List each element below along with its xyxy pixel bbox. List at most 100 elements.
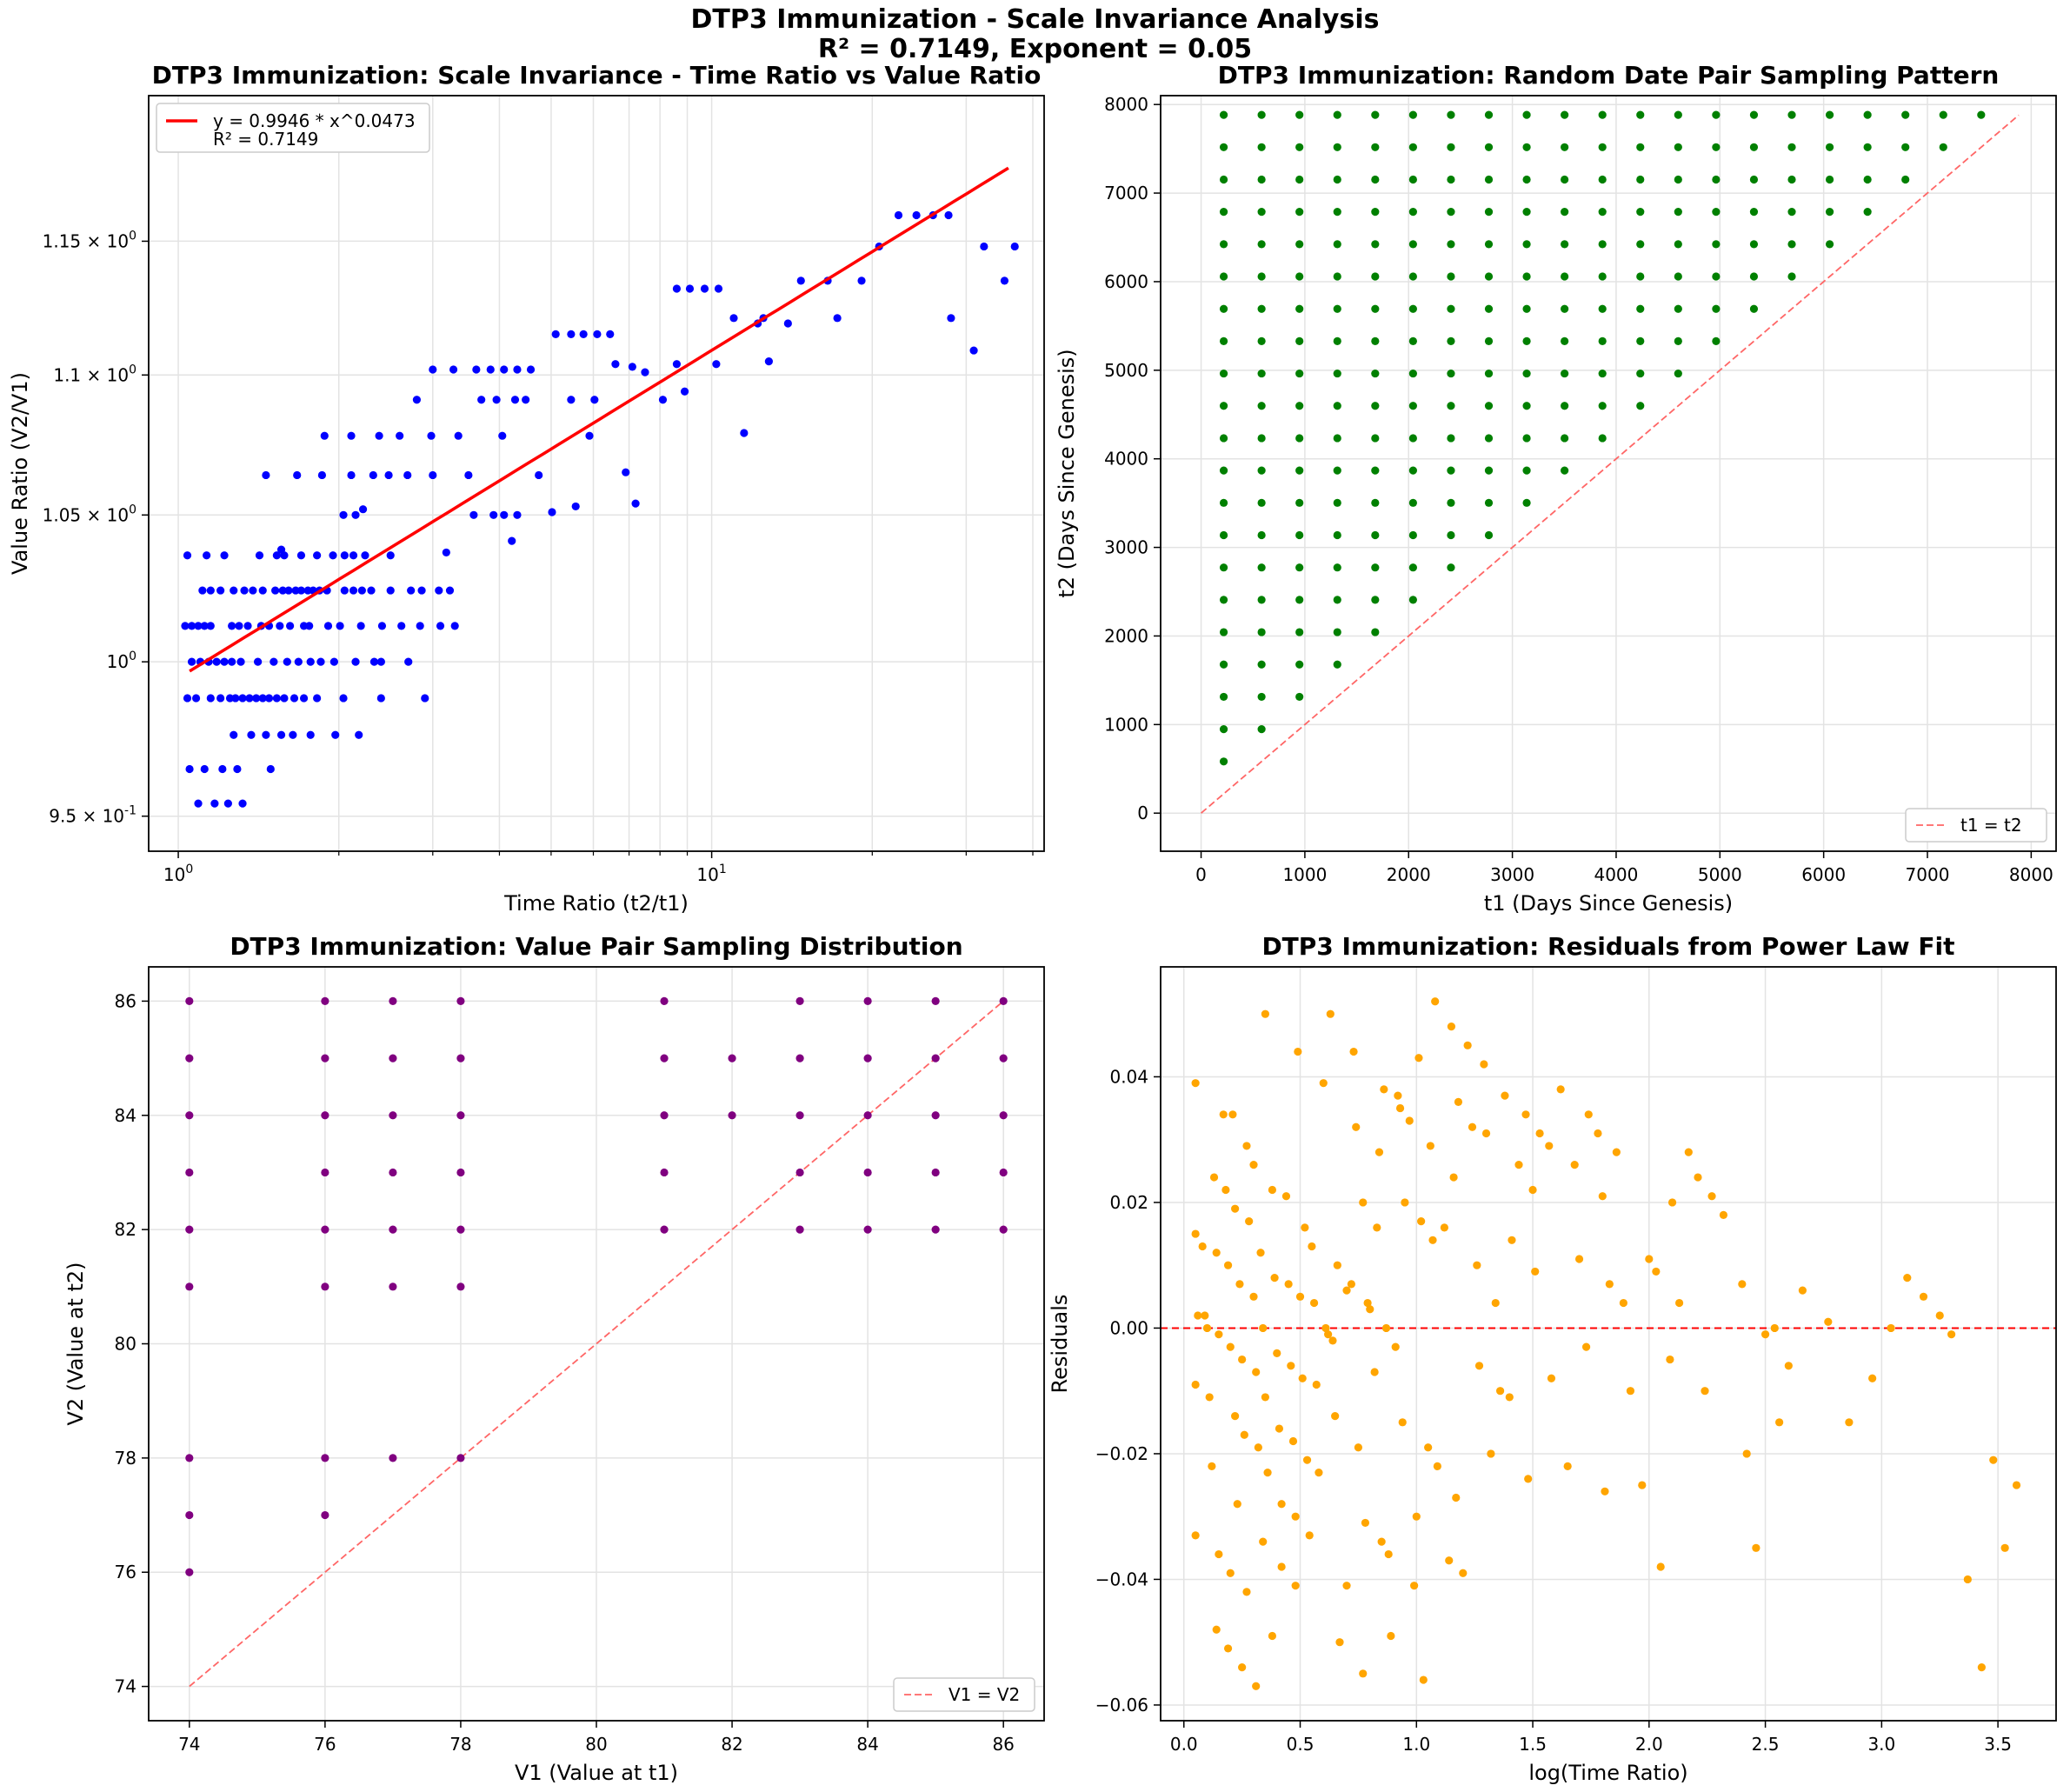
data-point [1295,336,1304,345]
data-point [1408,369,1417,378]
data-point [944,210,953,220]
y-tick-label: 86 [115,990,136,1011]
data-point [1315,1469,1323,1477]
data-point [1845,1418,1854,1427]
data-point [212,657,221,666]
data-point [680,387,689,396]
data-point [1412,1512,1421,1521]
y-tick-label: 0.02 [1109,1192,1148,1213]
data-point [252,694,261,703]
data-point [740,429,749,437]
data-point [894,210,903,220]
data-point [728,1054,736,1063]
data-point [223,799,232,808]
data-point [1522,402,1531,410]
data-point [486,365,495,374]
data-point [1674,336,1682,345]
data-point [321,1225,329,1234]
data-point [1561,272,1569,281]
data-point [1408,563,1417,572]
data-point [1468,1122,1477,1131]
data-point [1561,402,1569,410]
data-point [389,1111,397,1120]
data-point [1447,530,1455,540]
data-point [1410,1582,1419,1590]
data-point [585,431,594,440]
data-point [1474,1362,1484,1370]
data-point [1366,1305,1374,1314]
x-tick-label: 3000 [1490,864,1534,885]
data-point [305,622,314,630]
data-point [1825,175,1834,184]
data-point [1674,1298,1684,1308]
data-point [1257,402,1266,410]
data-point [1268,1185,1277,1195]
data-point [1219,498,1228,507]
data-point [1522,304,1531,313]
data-point [1447,240,1455,249]
reference-line [1200,114,2020,814]
data-point [1787,240,1796,249]
data-point [1259,1537,1268,1546]
data-point [1273,1349,1281,1357]
data-point [1742,1449,1751,1458]
data-point [1252,1682,1261,1690]
data-point [1787,272,1796,281]
data-point [1219,692,1228,702]
data-point [1373,1223,1381,1232]
data-point [1259,1323,1268,1333]
data-point [1447,466,1455,475]
data-point [1484,240,1494,249]
data-point [1295,402,1304,410]
data-point [367,586,376,595]
data-point [1359,1198,1368,1207]
data-point [1598,208,1607,217]
data-point [1989,1456,1998,1464]
data-point [857,276,866,285]
data-point [429,470,437,480]
data-point [1787,110,1796,119]
data-point [1257,369,1266,378]
data-point [1219,628,1228,636]
data-point [185,1168,194,1177]
data-point [1212,1249,1221,1257]
data-point [567,396,576,404]
data-point [1295,240,1304,249]
x-tick-label: 0 [1195,864,1207,885]
x-tick-label: 1000 [1282,864,1327,885]
data-point [1581,1342,1591,1351]
data-point [1363,1298,1372,1308]
x-tick-label: 80 [585,1734,607,1755]
data-point [1257,240,1266,249]
data-point [313,694,322,703]
x-tick-label: 74 [178,1734,200,1755]
plot-frame [1160,966,2057,1722]
data-point [316,657,325,666]
data-point [628,363,636,371]
data-point [660,1111,669,1120]
data-point [1433,1462,1441,1470]
data-point [450,622,459,630]
data-point [1333,240,1341,249]
data-point [258,586,267,595]
data-point [1408,208,1417,217]
x-tick-label: 78 [449,1734,471,1755]
y-tick-label: 1.05 × 100 [43,503,136,525]
data-point [1257,336,1266,345]
data-point [1584,1110,1593,1119]
data-point [863,1168,872,1177]
data-point [1484,304,1494,313]
data-point [1636,175,1645,184]
data-point [1424,1443,1433,1452]
data-point [1231,1411,1240,1421]
y-tick-label: 76 [115,1562,136,1582]
data-point [567,330,576,339]
data-point [306,730,315,739]
data-point [1219,596,1228,604]
y-tick-label: 80 [115,1334,136,1355]
data-point [1219,563,1228,572]
data-point [1295,304,1304,313]
data-point [291,586,300,595]
data-point [1371,110,1380,119]
data-point [230,586,238,595]
